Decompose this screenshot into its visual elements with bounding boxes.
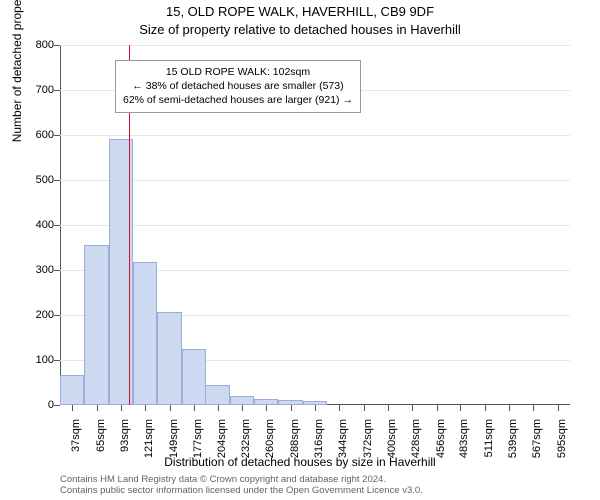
gridline bbox=[60, 45, 570, 46]
x-tick-label: 37sqm bbox=[70, 419, 82, 452]
chart-title-desc: Size of property relative to detached ho… bbox=[0, 22, 600, 37]
x-tick-label: 372sqm bbox=[362, 419, 374, 458]
x-tick bbox=[97, 405, 98, 411]
y-tick bbox=[54, 180, 60, 181]
x-tick-label: 204sqm bbox=[216, 419, 228, 458]
x-tick bbox=[509, 405, 510, 411]
x-tick bbox=[121, 405, 122, 411]
x-tick-label: 232sqm bbox=[240, 419, 252, 458]
x-tick-label: 65sqm bbox=[95, 419, 107, 452]
chart-title-address: 15, OLD ROPE WALK, HAVERHILL, CB9 9DF bbox=[0, 4, 600, 19]
x-tick bbox=[388, 405, 389, 411]
x-tick-label: 149sqm bbox=[168, 419, 180, 458]
histogram-bar bbox=[84, 245, 108, 405]
x-tick-label: 288sqm bbox=[289, 419, 301, 458]
y-tick bbox=[54, 360, 60, 361]
x-axis-title: Distribution of detached houses by size … bbox=[0, 455, 600, 469]
x-tick-label: 595sqm bbox=[556, 419, 568, 458]
histogram-bar bbox=[182, 349, 206, 405]
x-tick bbox=[242, 405, 243, 411]
y-tick-label: 300 bbox=[20, 264, 54, 276]
y-tick bbox=[54, 135, 60, 136]
y-tick-label: 600 bbox=[20, 129, 54, 141]
y-tick bbox=[54, 90, 60, 91]
x-tick-label: 567sqm bbox=[531, 419, 543, 458]
y-tick-label: 400 bbox=[20, 219, 54, 231]
x-tick bbox=[218, 405, 219, 411]
x-tick bbox=[291, 405, 292, 411]
x-tick bbox=[533, 405, 534, 411]
y-tick bbox=[54, 45, 60, 46]
histogram-bar bbox=[133, 262, 157, 405]
x-tick bbox=[194, 405, 195, 411]
y-tick-label: 500 bbox=[20, 174, 54, 186]
y-tick bbox=[54, 225, 60, 226]
plot-area: 010020030040050060070080037sqm65sqm93sqm… bbox=[60, 45, 570, 405]
histogram-bar bbox=[205, 385, 229, 405]
footer-line2: Contains public sector information licen… bbox=[60, 485, 423, 496]
gridline bbox=[60, 135, 570, 136]
x-tick-label: 400sqm bbox=[386, 419, 398, 458]
x-tick bbox=[315, 405, 316, 411]
x-tick-label: 344sqm bbox=[337, 419, 349, 458]
x-tick bbox=[364, 405, 365, 411]
x-tick-label: 121sqm bbox=[143, 419, 155, 458]
footer-attribution: Contains HM Land Registry data © Crown c… bbox=[60, 474, 423, 497]
histogram-bar bbox=[230, 396, 254, 405]
x-tick bbox=[266, 405, 267, 411]
y-axis-title: Number of detached properties bbox=[10, 0, 24, 142]
histogram-bar bbox=[254, 399, 278, 405]
x-tick-label: 260sqm bbox=[264, 419, 276, 458]
x-tick bbox=[485, 405, 486, 411]
histogram-bar bbox=[157, 312, 181, 405]
annotation-box: 15 OLD ROPE WALK: 102sqm← 38% of detache… bbox=[115, 60, 361, 113]
x-tick bbox=[170, 405, 171, 411]
x-tick bbox=[460, 405, 461, 411]
y-tick-label: 800 bbox=[20, 39, 54, 51]
x-tick-label: 93sqm bbox=[119, 419, 131, 452]
annotation-line: 62% of semi-detached houses are larger (… bbox=[123, 93, 353, 107]
x-tick-label: 511sqm bbox=[483, 419, 495, 457]
histogram-bar bbox=[303, 401, 327, 406]
chart-container: 15, OLD ROPE WALK, HAVERHILL, CB9 9DF Si… bbox=[0, 0, 600, 500]
x-tick-label: 539sqm bbox=[507, 419, 519, 458]
x-tick bbox=[558, 405, 559, 411]
x-tick-label: 483sqm bbox=[458, 419, 470, 458]
y-tick bbox=[54, 405, 60, 406]
histogram-bar bbox=[278, 400, 302, 405]
footer-line1: Contains HM Land Registry data © Crown c… bbox=[60, 474, 423, 485]
x-tick-label: 428sqm bbox=[410, 419, 422, 458]
annotation-line: 15 OLD ROPE WALK: 102sqm bbox=[123, 65, 353, 79]
x-tick bbox=[72, 405, 73, 411]
y-tick-label: 100 bbox=[20, 354, 54, 366]
y-tick bbox=[54, 315, 60, 316]
annotation-line: ← 38% of detached houses are smaller (57… bbox=[123, 79, 353, 93]
x-tick-label: 177sqm bbox=[192, 419, 204, 458]
y-tick-label: 700 bbox=[20, 84, 54, 96]
x-tick-label: 316sqm bbox=[313, 419, 325, 458]
x-tick-label: 456sqm bbox=[435, 419, 447, 458]
x-tick bbox=[145, 405, 146, 411]
gridline bbox=[60, 225, 570, 226]
y-tick-label: 0 bbox=[20, 399, 54, 411]
x-tick bbox=[339, 405, 340, 411]
y-tick-label: 200 bbox=[20, 309, 54, 321]
histogram-bar bbox=[60, 375, 84, 405]
y-tick bbox=[54, 270, 60, 271]
x-tick bbox=[437, 405, 438, 411]
gridline bbox=[60, 180, 570, 181]
x-tick bbox=[412, 405, 413, 411]
